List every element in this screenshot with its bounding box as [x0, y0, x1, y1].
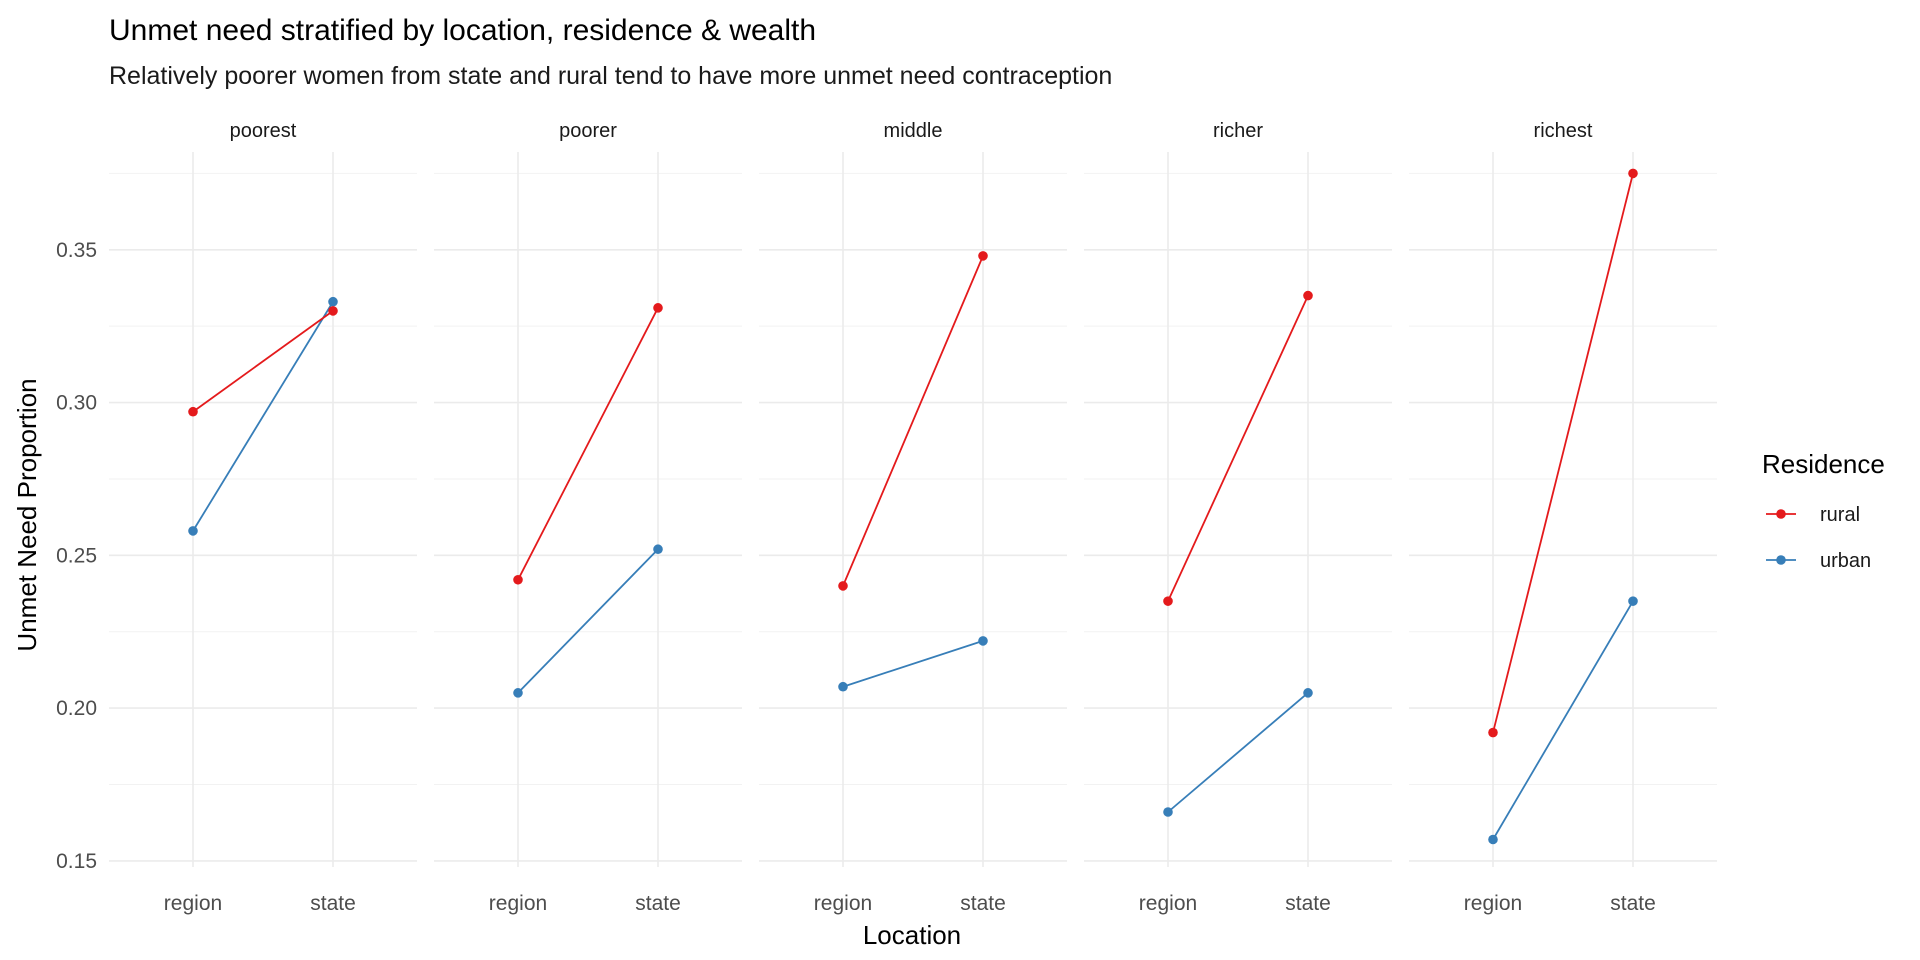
data-point-rural [188, 406, 198, 417]
series-line-rural [1167, 295, 1309, 602]
data-point-rural [1163, 596, 1173, 606]
facet-strip-label: poorer [559, 120, 617, 142]
series-line-urban [1167, 692, 1309, 813]
y-tick-label: 0.30 [56, 392, 97, 415]
series-line-rural [192, 310, 334, 413]
x-tick-label: region [1464, 892, 1522, 915]
x-axis-title: Location [863, 920, 961, 950]
data-point-rural [513, 574, 523, 585]
facet-strip-label: richer [1213, 120, 1263, 142]
data-point-urban [1303, 688, 1313, 698]
y-tick-label: 0.20 [56, 697, 97, 720]
x-tick-label: region [164, 892, 222, 915]
series-line-rural [1492, 173, 1634, 733]
data-point-urban [653, 544, 663, 555]
facet-panel-richer: richer region state [1084, 120, 1392, 915]
series-line-rural [517, 307, 659, 581]
x-tick-label: region [814, 892, 872, 915]
series-line-urban [1492, 600, 1634, 840]
data-point-urban [1628, 596, 1638, 606]
x-tick-label: state [635, 892, 681, 915]
legend-label-rural: rural [1820, 504, 1860, 526]
data-point-urban [1488, 834, 1498, 845]
data-point-urban [188, 526, 198, 536]
legend-title: Residence [1762, 449, 1885, 479]
y-tick-label: 0.25 [56, 544, 97, 567]
legend-key-point-rural [1776, 509, 1786, 519]
chart-title: Unmet need stratified by location, resid… [109, 14, 816, 47]
data-point-urban [978, 636, 988, 646]
data-point-urban [513, 688, 523, 698]
x-tick-label: state [960, 892, 1006, 915]
x-tick-label: state [1285, 892, 1331, 915]
data-point-urban [838, 681, 848, 692]
y-axis-title: Unmet Need Proportion [12, 378, 42, 651]
facet-panel-poorest: poorest region state [109, 120, 417, 915]
series-line-rural [842, 255, 984, 587]
data-point-rural [328, 306, 338, 316]
facet-strip-label: poorest [230, 120, 297, 142]
legend-label-urban: urban [1820, 550, 1871, 572]
facet-strip-label: middle [884, 120, 943, 142]
data-point-rural [1628, 168, 1638, 179]
legend: Residence rural urban [1762, 449, 1885, 572]
data-point-urban [328, 296, 338, 307]
x-tick-label: region [489, 892, 547, 915]
x-tick-label: state [310, 892, 356, 915]
data-point-rural [1303, 290, 1313, 301]
legend-key-point-urban [1776, 555, 1786, 565]
series-line-urban [842, 640, 984, 688]
facet-panel-richest: richest region state [1409, 120, 1717, 915]
chart-subtitle: Relatively poorer women from state and r… [109, 62, 1112, 90]
y-tick-label: 0.35 [56, 239, 97, 262]
x-tick-label: state [1610, 892, 1656, 915]
data-point-rural [838, 581, 848, 591]
data-point-rural [1488, 727, 1498, 738]
series-line-urban [192, 301, 334, 532]
series-line-urban [517, 548, 659, 694]
data-point-rural [653, 303, 663, 313]
facet-strip-label: richest [1534, 120, 1593, 142]
y-tick-label: 0.15 [56, 850, 97, 873]
data-point-urban [1163, 807, 1173, 817]
facet-panel-poorer: poorer region state [434, 120, 742, 915]
data-point-rural [978, 251, 988, 261]
x-tick-label: region [1139, 892, 1197, 915]
facet-panel-middle: middle region state [759, 120, 1067, 915]
y-axis: 0.15 0.20 0.25 0.30 0.35 [56, 239, 97, 873]
